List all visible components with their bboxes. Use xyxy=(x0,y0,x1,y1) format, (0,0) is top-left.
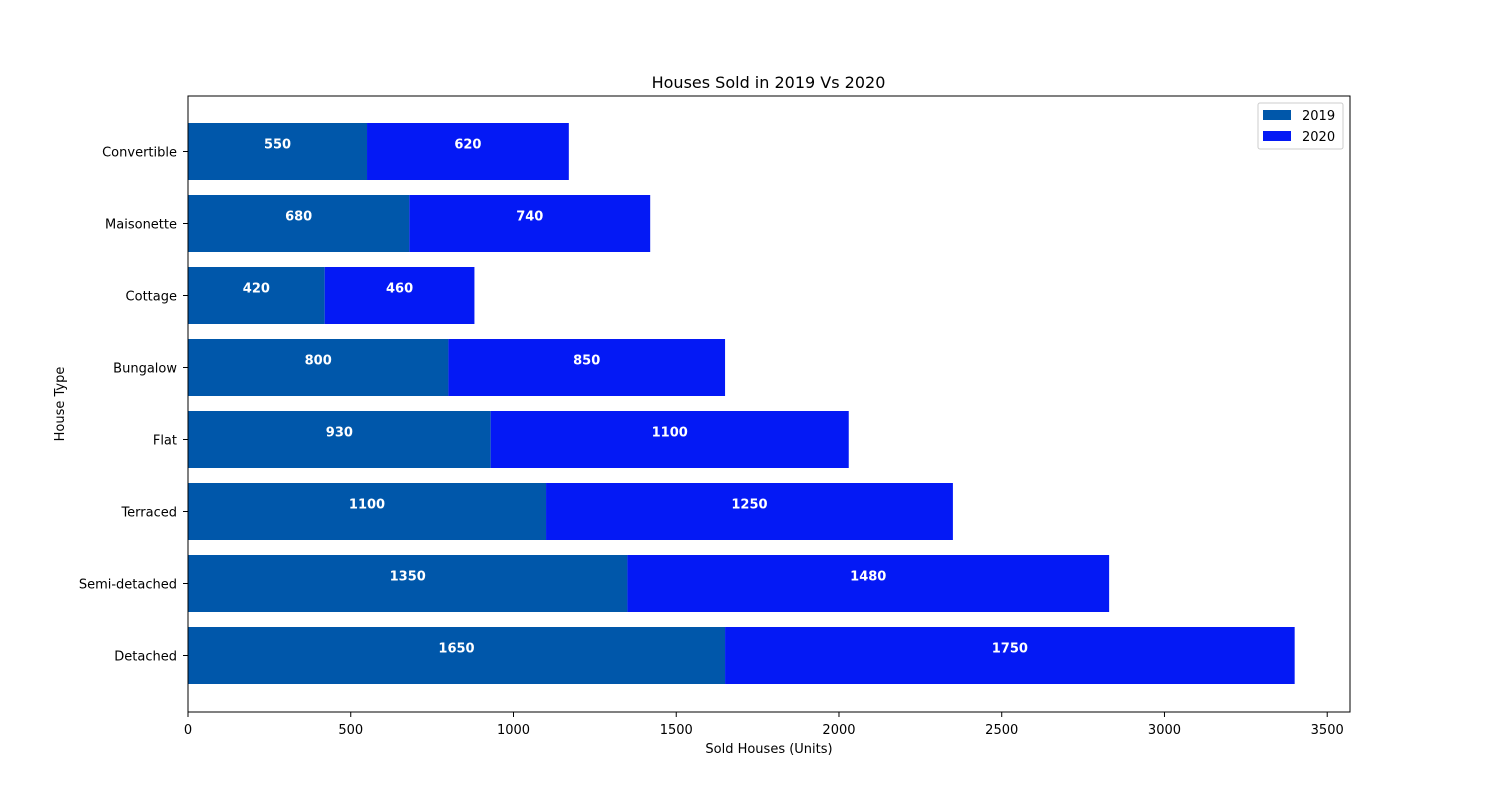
plot-frame xyxy=(187,95,1351,713)
data-label: 850 xyxy=(573,354,600,369)
data-label: 620 xyxy=(454,138,481,153)
legend-label-2019: 2019 xyxy=(1302,109,1335,124)
data-label: 420 xyxy=(243,282,270,297)
data-label: 460 xyxy=(386,282,413,297)
y-tick-label: Flat xyxy=(153,434,177,449)
bar-2019-detached xyxy=(188,627,726,684)
y-axis-title: House Type xyxy=(53,367,68,442)
x-tick-label: 3500 xyxy=(1311,723,1344,738)
y-tick-label: Detached xyxy=(114,650,177,665)
bar-2020-convertible xyxy=(367,123,569,180)
bar-2020-bungalow xyxy=(448,339,726,396)
x-tick-label: 500 xyxy=(338,723,363,738)
y-tick-label: Terraced xyxy=(120,506,177,521)
y-tick-label: Maisonette xyxy=(105,218,177,233)
y-tick-label: Semi-detached xyxy=(79,578,177,593)
y-tick-label: Bungalow xyxy=(113,362,177,377)
data-label: 930 xyxy=(326,426,353,441)
legend-swatch-2020 xyxy=(1263,131,1291,141)
x-tick-label: 3000 xyxy=(1148,723,1181,738)
bar-2020-maisonette xyxy=(409,195,651,252)
y-tick-label: Cottage xyxy=(126,290,177,305)
data-label: 1480 xyxy=(850,570,886,585)
bar-2019-convertible xyxy=(188,123,368,180)
bar-2020-flat xyxy=(490,411,849,468)
bar-2019-bungalow xyxy=(188,339,449,396)
data-label: 1100 xyxy=(349,498,385,513)
legend-label-2020: 2020 xyxy=(1302,130,1335,145)
x-tick-label: 0 xyxy=(184,723,192,738)
legend-swatch-2019 xyxy=(1263,110,1291,120)
bar-2019-semi-detached xyxy=(188,555,628,612)
data-label: 740 xyxy=(516,210,543,225)
bar-2019-terraced xyxy=(188,483,547,540)
y-axis: Detached Semi-detached Terraced Flat Bungalo… xyxy=(79,146,188,665)
x-tick-label: 1500 xyxy=(660,723,693,738)
data-label: 550 xyxy=(264,138,291,153)
x-axis: 0 500 1000 1500 2000 2500 3000 3500 xyxy=(184,712,1344,738)
x-tick-label: 1000 xyxy=(497,723,530,738)
bar-2019-flat xyxy=(188,411,491,468)
y-tick-label: Convertible xyxy=(102,146,177,161)
plot-area: 1650 1750 1350 1480 1100 1250 930 1100 800 850 420… xyxy=(188,123,1295,684)
bar-2020-semi-detached xyxy=(627,555,1110,612)
chart-title: Houses Sold in 2019 Vs 2020 xyxy=(652,73,886,92)
data-label: 1250 xyxy=(731,498,767,513)
bar-2020-detached xyxy=(725,627,1295,684)
bar-2020-terraced xyxy=(546,483,953,540)
data-label: 1650 xyxy=(438,642,474,657)
bar-2019-maisonette xyxy=(188,195,410,252)
legend: 2019 2020 xyxy=(1257,102,1344,150)
data-label: 1100 xyxy=(652,426,688,441)
data-label: 680 xyxy=(285,210,312,225)
bar-2019-cottage xyxy=(188,267,325,324)
x-axis-title: Sold Houses (Units) xyxy=(705,742,832,757)
bar-2020-cottage xyxy=(324,267,475,324)
data-label: 800 xyxy=(305,354,332,369)
x-tick-label: 2000 xyxy=(822,723,855,738)
data-label: 1750 xyxy=(992,642,1028,657)
x-tick-label: 2500 xyxy=(985,723,1018,738)
data-label: 1350 xyxy=(390,570,426,585)
